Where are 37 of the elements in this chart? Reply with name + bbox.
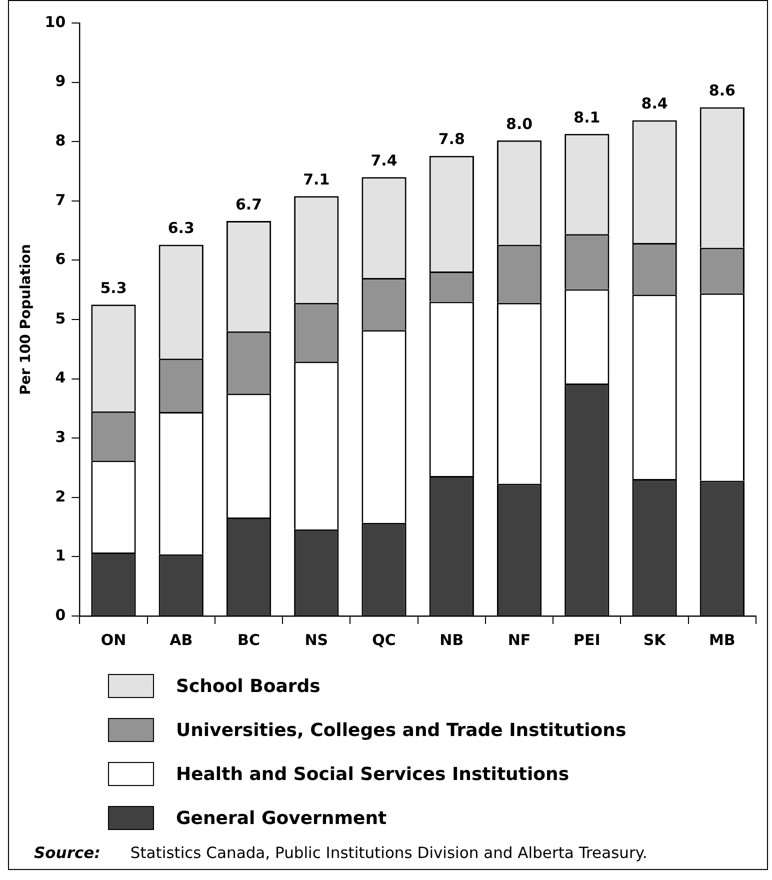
- total-label: 8.0: [506, 114, 533, 133]
- y-tick-label: 9: [55, 72, 66, 90]
- text: Source: Statistics Canada, Public Institutions Division and Alberta Treasury.: [34, 844, 648, 862]
- x-tick-label: ON: [100, 630, 126, 649]
- total-label: 5.3: [100, 279, 127, 298]
- total-label: 6.7: [235, 195, 262, 214]
- legend-label: General Government: [176, 808, 387, 828]
- x-tick-label: AB: [170, 630, 193, 649]
- y-tick-label: 0: [55, 606, 66, 624]
- total-label: 7.4: [370, 152, 398, 170]
- x-tick-label: BC: [238, 630, 260, 649]
- x-tick-label: QC: [372, 630, 396, 649]
- total-label: 6.3: [168, 219, 194, 238]
- x-tick-label: NS: [304, 630, 328, 649]
- total-label: 8.4: [641, 94, 668, 113]
- x-tick-label: NB: [440, 630, 464, 649]
- total-label: 8.1: [574, 108, 600, 126]
- x-tick-label: SK: [643, 630, 668, 649]
- y-tick-label: 6: [55, 250, 66, 268]
- y-tick-label: 1: [55, 546, 66, 565]
- y-tick-label: 2: [55, 487, 66, 506]
- y-tick-label: 7: [55, 190, 66, 209]
- total-label: 7.8: [438, 130, 465, 148]
- y-tick-label: 8: [55, 131, 66, 150]
- x-tick-label: MB: [708, 630, 736, 649]
- y-tick-label: 3: [55, 428, 66, 446]
- total-label: 7.1: [303, 170, 330, 189]
- legend-label: School Boards: [176, 676, 320, 696]
- legend-label: Health and Social Services Institutions: [176, 764, 570, 784]
- total-label: 8.6: [708, 82, 736, 100]
- x-tick-label: NF: [508, 630, 531, 649]
- x-tick-label: PEI: [574, 630, 600, 649]
- y-tick-label: 4: [55, 368, 66, 387]
- y-tick-label: 5: [55, 309, 66, 328]
- y-axis-title: Per 100 Population: [18, 244, 34, 395]
- legend-label: Universities, Colleges and Trade Institutions: [176, 720, 626, 740]
- y-tick-label: 10: [44, 12, 66, 31]
